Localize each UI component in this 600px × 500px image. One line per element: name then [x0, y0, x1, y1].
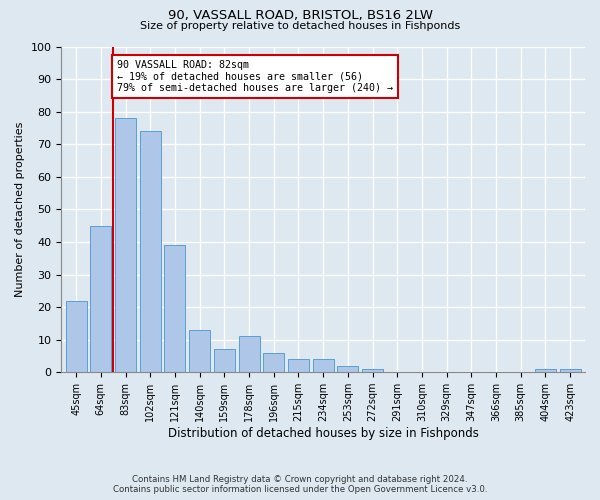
Bar — [115, 118, 136, 372]
Text: 90 VASSALL ROAD: 82sqm
← 19% of detached houses are smaller (56)
79% of semi-det: 90 VASSALL ROAD: 82sqm ← 19% of detached… — [117, 60, 393, 92]
Bar — [288, 359, 309, 372]
Bar — [362, 369, 383, 372]
Bar — [140, 131, 161, 372]
Bar — [91, 226, 112, 372]
Bar — [239, 336, 260, 372]
Bar — [189, 330, 210, 372]
Text: 90, VASSALL ROAD, BRISTOL, BS16 2LW: 90, VASSALL ROAD, BRISTOL, BS16 2LW — [167, 9, 433, 22]
Bar — [313, 359, 334, 372]
Bar — [263, 352, 284, 372]
Bar — [560, 369, 581, 372]
Bar — [535, 369, 556, 372]
Y-axis label: Number of detached properties: Number of detached properties — [15, 122, 25, 297]
Bar — [65, 300, 86, 372]
Text: Contains HM Land Registry data © Crown copyright and database right 2024.
Contai: Contains HM Land Registry data © Crown c… — [113, 474, 487, 494]
Bar — [164, 245, 185, 372]
Text: Size of property relative to detached houses in Fishponds: Size of property relative to detached ho… — [140, 21, 460, 31]
X-axis label: Distribution of detached houses by size in Fishponds: Distribution of detached houses by size … — [168, 427, 479, 440]
Bar — [214, 350, 235, 372]
Bar — [337, 366, 358, 372]
